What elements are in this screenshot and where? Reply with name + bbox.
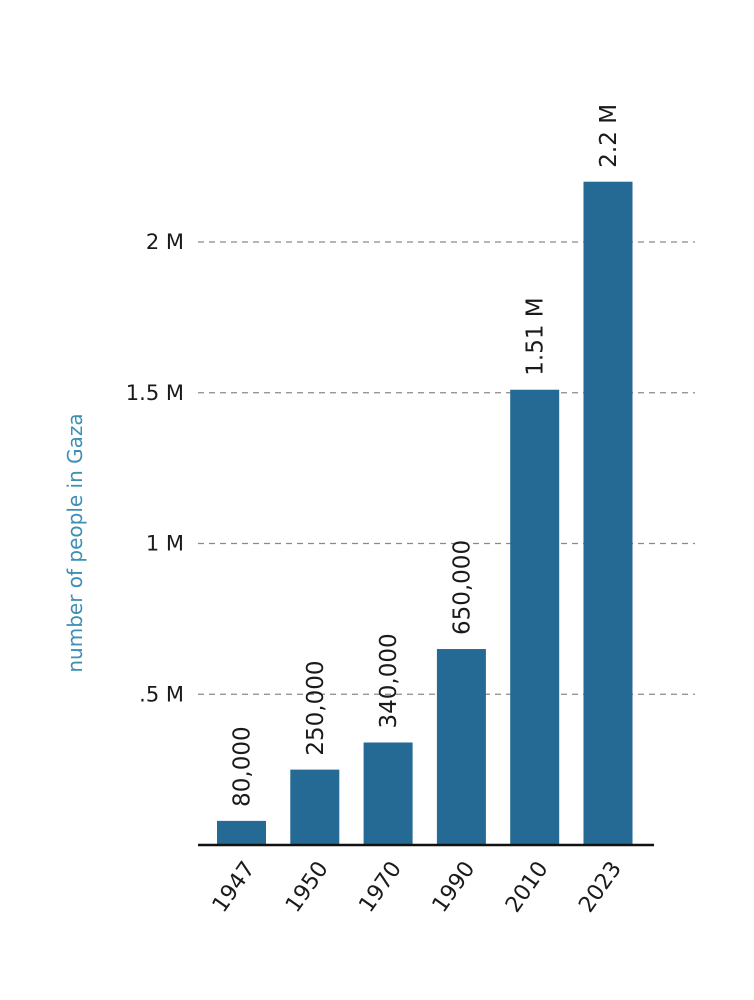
data-label: 2.2 M [596, 104, 622, 168]
bar [363, 742, 413, 845]
x-tick-label: 1970 [354, 857, 407, 917]
data-label: 80,000 [230, 726, 256, 806]
x-tick-label: 2023 [574, 857, 627, 917]
y-tick-label: 2 M [146, 230, 184, 254]
bar [583, 181, 633, 845]
bar [217, 820, 266, 845]
x-tick-label: 1947 [208, 857, 261, 917]
y-tick-labels: .5 M 1 M 1.5 M 2 M [126, 230, 184, 706]
data-label: 340,000 [376, 633, 402, 728]
data-labels: 80,000 250,000 340,000 650,000 1.51 M 2.2 M [230, 104, 623, 807]
data-label: 1.51 M [523, 297, 549, 375]
x-tick-label: 1990 [428, 857, 481, 917]
bar [436, 649, 486, 845]
x-tick-label: 2010 [501, 857, 554, 917]
x-tick-labels: 1947 1950 1970 1990 2010 2023 [208, 857, 627, 917]
data-label: 250,000 [303, 661, 329, 756]
y-axis-title: number of people in Gaza [63, 413, 87, 672]
bar [290, 769, 340, 845]
y-tick-label: 1 M [146, 532, 184, 556]
x-tick-label: 1950 [281, 857, 334, 917]
y-tick-label: 1.5 M [126, 381, 184, 405]
data-label: 650,000 [449, 540, 475, 635]
bars [217, 181, 633, 845]
bar [510, 389, 560, 845]
gridlines [198, 241, 695, 695]
y-tick-label: .5 M [139, 682, 184, 706]
